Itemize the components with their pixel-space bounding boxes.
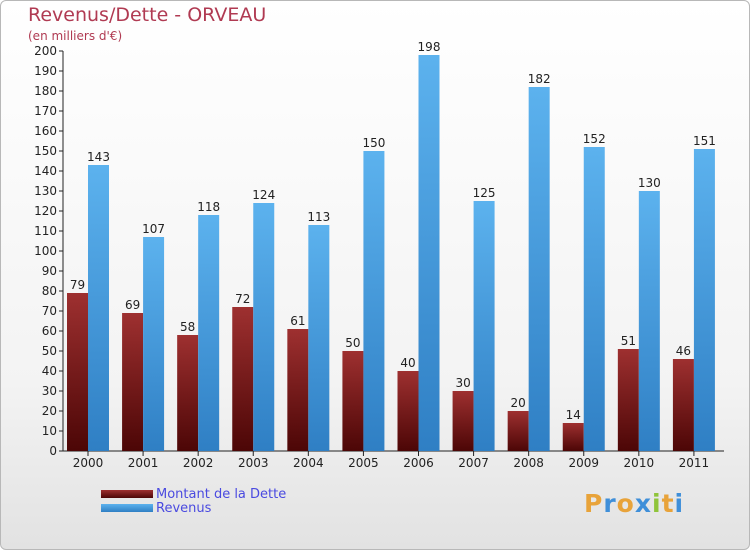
bar-debt <box>617 349 639 451</box>
logo-letter: t <box>661 489 675 518</box>
y-tick-label: 150 <box>34 144 57 158</box>
data-label-debt: 30 <box>455 376 470 390</box>
bar-revenus <box>253 203 275 451</box>
data-label-revenus: 113 <box>307 210 330 224</box>
logo-letter: r <box>603 489 617 518</box>
data-label-debt: 50 <box>345 336 360 350</box>
data-label-revenus: 143 <box>87 150 110 164</box>
legend-swatch-revenus <box>101 504 153 512</box>
y-tick-label: 190 <box>34 64 57 78</box>
y-tick-label: 30 <box>42 384 57 398</box>
legend-label-debt: Montant de la Dette <box>156 486 287 502</box>
y-tick-label: 0 <box>49 444 57 458</box>
x-tick-label: 2000 <box>73 456 104 470</box>
y-tick-label: 160 <box>34 124 57 138</box>
proxiti-logo: Proxiti <box>584 489 684 518</box>
x-tick-label: 2011 <box>679 456 710 470</box>
y-tick-label: 180 <box>34 84 57 98</box>
bar-revenus <box>88 165 109 451</box>
legend-swatch-debt <box>101 490 153 498</box>
y-tick-label: 200 <box>34 44 57 58</box>
bar-debt <box>342 351 364 451</box>
y-tick-label: 170 <box>34 104 57 118</box>
bar-debt <box>287 329 309 451</box>
y-tick-label: 40 <box>42 364 57 378</box>
y-tick-label: 20 <box>42 404 57 418</box>
y-tick-label: 120 <box>34 204 57 218</box>
data-label-debt: 40 <box>400 356 415 370</box>
bar-debt <box>177 335 199 451</box>
data-label-debt: 61 <box>290 314 305 328</box>
x-tick-label: 2001 <box>128 456 159 470</box>
data-label-revenus: 151 <box>693 134 716 148</box>
bar-revenus <box>418 55 440 451</box>
data-label-revenus: 152 <box>583 132 606 146</box>
bar-debt <box>67 293 88 451</box>
data-label-revenus: 182 <box>528 72 551 86</box>
y-tick-label: 140 <box>34 164 57 178</box>
x-tick-label: 2006 <box>403 456 434 470</box>
data-label-revenus: 118 <box>197 200 220 214</box>
y-tick-label: 110 <box>34 224 57 238</box>
bar-revenus <box>308 225 330 451</box>
bar-debt <box>562 423 584 451</box>
bar-debt <box>672 359 694 451</box>
bar-debt <box>232 307 254 451</box>
y-tick-label: 90 <box>42 264 57 278</box>
data-label-debt: 79 <box>70 278 85 292</box>
x-tick-label: 2009 <box>568 456 599 470</box>
bar-revenus <box>693 149 715 451</box>
logo-letter: o <box>616 489 635 518</box>
y-tick-label: 130 <box>34 184 57 198</box>
x-tick-label: 2010 <box>624 456 655 470</box>
x-tick-label: 2005 <box>348 456 379 470</box>
data-label-debt: 51 <box>621 334 636 348</box>
data-label-debt: 46 <box>676 344 691 358</box>
bar-revenus <box>143 237 165 451</box>
data-label-debt: 72 <box>235 292 250 306</box>
bar-debt <box>452 391 474 451</box>
logo-letter: i <box>674 489 685 518</box>
bar-debt <box>122 313 144 451</box>
bar-debt <box>507 411 529 451</box>
bar-revenus <box>583 147 605 451</box>
bar-revenus <box>363 151 385 451</box>
bar-debt <box>397 371 419 451</box>
x-tick-label: 2008 <box>513 456 544 470</box>
x-tick-label: 2007 <box>458 456 489 470</box>
legend-item-debt: Montant de la Dette <box>101 486 287 502</box>
y-tick-label: 60 <box>42 324 57 338</box>
logo-letter: i <box>652 489 662 518</box>
data-label-debt: 69 <box>125 298 140 312</box>
logo-letter: x <box>634 489 652 518</box>
y-tick-label: 100 <box>34 244 57 258</box>
data-label-debt: 14 <box>566 408 581 422</box>
y-tick-label: 80 <box>42 284 57 298</box>
data-label-debt: 20 <box>511 396 526 410</box>
bar-revenus <box>638 191 660 451</box>
y-tick-label: 70 <box>42 304 57 318</box>
x-tick-label: 2004 <box>293 456 324 470</box>
chart-title: Revenus/Dette - ORVEAU <box>28 4 267 26</box>
bar-revenus <box>198 215 220 451</box>
data-label-revenus: 198 <box>418 40 441 54</box>
data-label-debt: 58 <box>180 320 195 334</box>
data-label-revenus: 150 <box>362 136 385 150</box>
bar-revenus <box>528 87 550 451</box>
data-label-revenus: 130 <box>638 176 661 190</box>
chart-subtitle: (en milliers d'€) <box>28 29 123 43</box>
legend-item-revenus: Revenus <box>101 500 212 516</box>
bar-revenus <box>473 201 495 451</box>
data-label-revenus: 107 <box>142 222 165 236</box>
legend-label-revenus: Revenus <box>156 500 212 516</box>
x-tick-label: 2002 <box>183 456 214 470</box>
data-label-revenus: 124 <box>252 188 275 202</box>
logo-letter: P <box>584 489 604 518</box>
y-tick-label: 10 <box>42 424 57 438</box>
x-tick-label: 2003 <box>238 456 269 470</box>
data-label-revenus: 125 <box>473 186 496 200</box>
y-tick-label: 50 <box>42 344 57 358</box>
